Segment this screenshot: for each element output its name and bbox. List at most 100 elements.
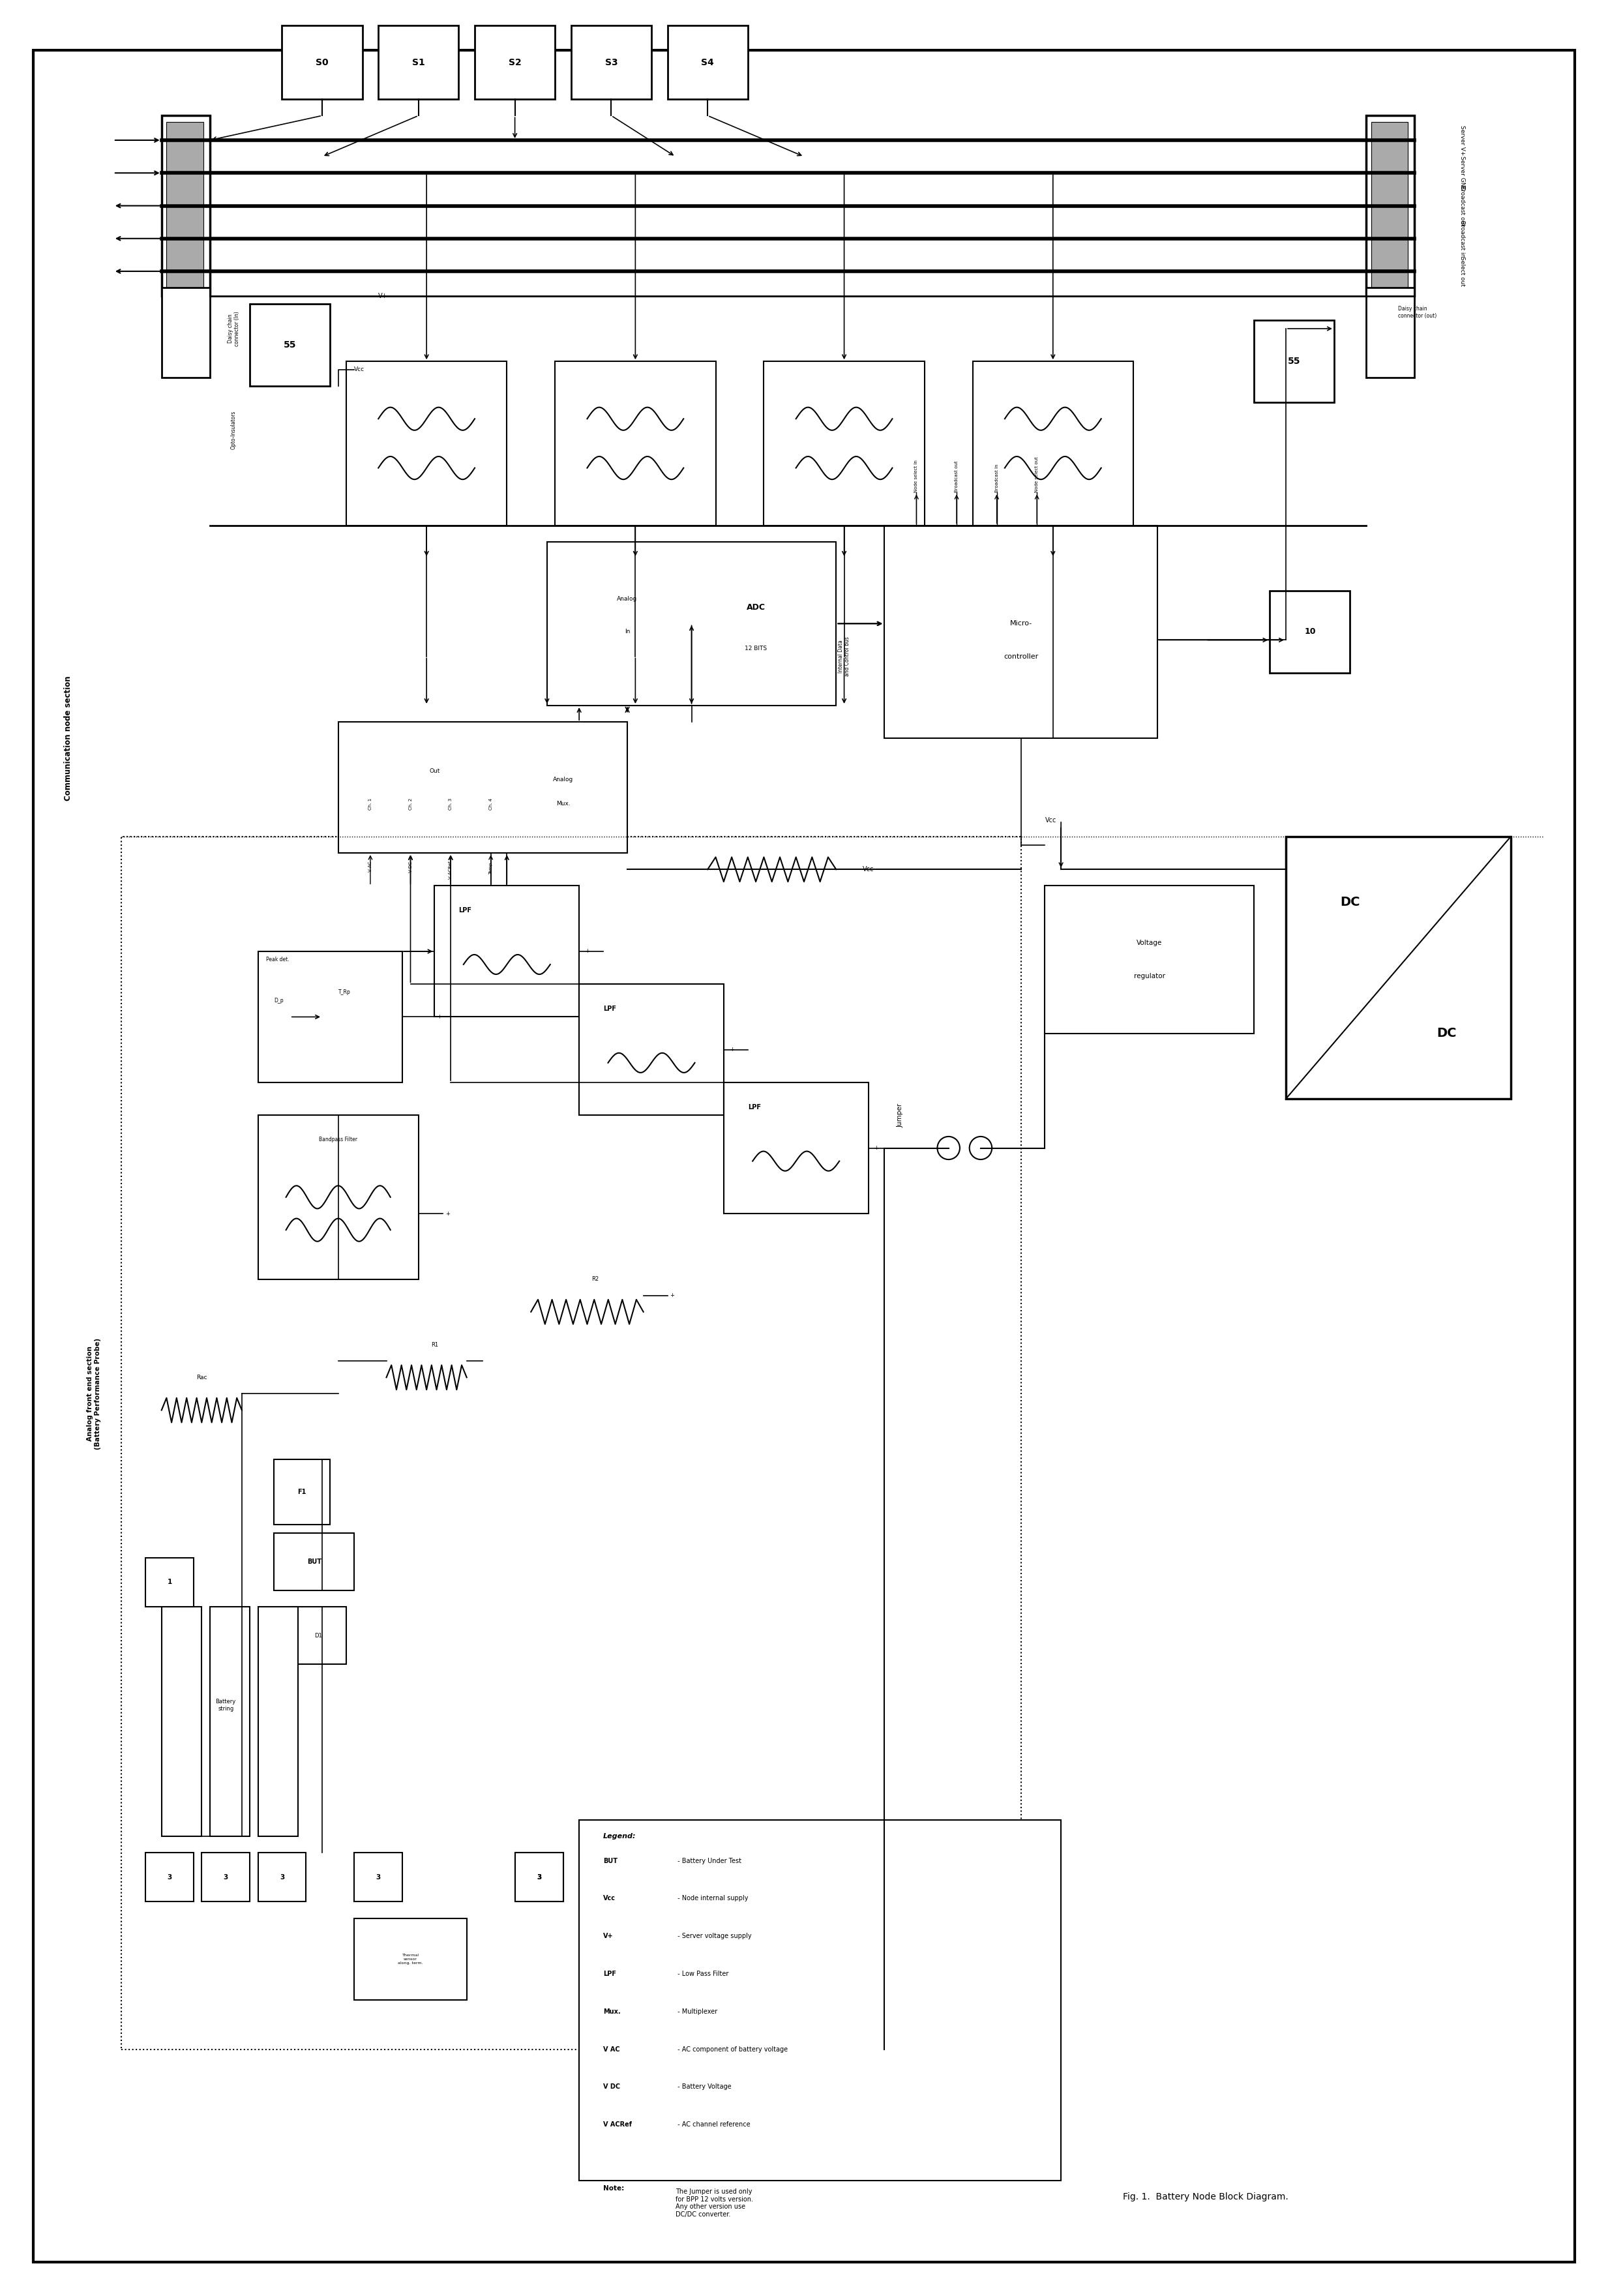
- Text: Communication node section: Communication node section: [64, 675, 72, 801]
- Text: Select out: Select out: [1460, 257, 1465, 287]
- Text: LPF: LPF: [458, 907, 471, 914]
- Text: Note:: Note:: [603, 2186, 624, 2193]
- Text: Rac: Rac: [196, 1375, 207, 1380]
- Text: BUT: BUT: [603, 1857, 617, 1864]
- Text: V DC: V DC: [603, 2085, 621, 2089]
- Bar: [515, 1853, 563, 1901]
- Text: In: In: [624, 629, 630, 634]
- Text: +: +: [730, 1047, 733, 1052]
- Text: 3: 3: [167, 1874, 172, 1880]
- Text: 3: 3: [280, 1874, 285, 1880]
- Bar: [764, 360, 925, 526]
- Bar: [1254, 321, 1335, 402]
- Text: Server V+: Server V+: [1460, 124, 1465, 156]
- Text: Mux.: Mux.: [603, 2009, 621, 2016]
- Bar: [555, 360, 716, 526]
- Bar: [161, 1607, 201, 1837]
- Bar: [281, 25, 362, 99]
- Text: controller: controller: [1003, 652, 1039, 659]
- Text: V ACRef: V ACRef: [603, 2122, 632, 2128]
- Bar: [209, 1607, 249, 1837]
- Text: T_Rp: T_Rp: [338, 990, 351, 994]
- Text: Vcc: Vcc: [862, 866, 873, 872]
- Text: Analog: Analog: [553, 776, 574, 783]
- Text: V AC: V AC: [368, 861, 373, 872]
- Bar: [161, 287, 209, 379]
- Bar: [579, 985, 724, 1116]
- Bar: [257, 951, 402, 1081]
- Text: 3: 3: [376, 1874, 381, 1880]
- Bar: [145, 1557, 193, 1607]
- Bar: [273, 1460, 330, 1525]
- Text: LPF: LPF: [748, 1104, 761, 1111]
- Text: Battery
string: Battery string: [215, 1699, 236, 1711]
- Text: 55: 55: [283, 340, 296, 349]
- Bar: [354, 1917, 466, 2000]
- Bar: [1372, 122, 1409, 289]
- Text: - Node internal supply: - Node internal supply: [675, 1894, 748, 1901]
- Text: 10: 10: [1304, 627, 1315, 636]
- Bar: [667, 25, 748, 99]
- Bar: [346, 360, 507, 526]
- Text: Voltage: Voltage: [1137, 939, 1163, 946]
- Bar: [201, 1853, 249, 1901]
- Text: +: +: [875, 1146, 878, 1150]
- Bar: [166, 122, 203, 289]
- Bar: [354, 1853, 402, 1901]
- Text: Broadcast out: Broadcast out: [955, 461, 958, 494]
- Text: Micro-: Micro-: [1010, 620, 1032, 627]
- Bar: [571, 25, 651, 99]
- Text: R2: R2: [592, 1277, 598, 1281]
- Text: Ch. 1: Ch. 1: [368, 799, 373, 810]
- Text: - Battery Under Test: - Battery Under Test: [675, 1857, 741, 1864]
- Text: Node select In: Node select In: [915, 459, 918, 494]
- Bar: [249, 303, 330, 386]
- Text: Jumper: Jumper: [897, 1102, 904, 1127]
- Text: Daisy chain
connector (out): Daisy chain connector (out): [1399, 305, 1438, 319]
- Bar: [257, 1607, 297, 1837]
- Bar: [121, 836, 1021, 2050]
- Text: V+: V+: [603, 1933, 613, 1940]
- Text: The Jumper is used only
for BPP 12 volts version.
Any other version use
DC/DC co: The Jumper is used only for BPP 12 volts…: [675, 2188, 753, 2218]
- Text: S1: S1: [412, 57, 425, 67]
- Text: +: +: [445, 1210, 450, 1217]
- Text: Internal Data
and Control bus: Internal Data and Control bus: [838, 636, 851, 677]
- Text: +: +: [585, 948, 590, 955]
- Text: LPF: LPF: [603, 1006, 616, 1013]
- Bar: [161, 115, 209, 296]
- Text: Fig. 1.  Battery Node Block Diagram.: Fig. 1. Battery Node Block Diagram.: [1122, 2193, 1288, 2202]
- Bar: [1045, 886, 1254, 1033]
- Text: Broadcast In: Broadcast In: [995, 464, 999, 494]
- Text: - AC component of battery voltage: - AC component of battery voltage: [675, 2046, 788, 2053]
- Bar: [1367, 287, 1415, 379]
- Bar: [474, 25, 555, 99]
- Text: Vcc: Vcc: [354, 367, 365, 372]
- Text: Broadcast in: Broadcast in: [1460, 220, 1465, 257]
- Text: regulator: regulator: [1134, 974, 1164, 978]
- Text: D_p: D_p: [273, 996, 283, 1003]
- Text: DC: DC: [1339, 895, 1360, 909]
- Bar: [724, 1081, 868, 1215]
- Text: DC: DC: [1436, 1026, 1457, 1040]
- Text: 3: 3: [537, 1874, 542, 1880]
- Text: Ch. 4: Ch. 4: [489, 799, 492, 810]
- Text: 55: 55: [1288, 356, 1301, 365]
- Bar: [884, 526, 1158, 739]
- Text: - Multiplexer: - Multiplexer: [675, 2009, 717, 2016]
- Text: S4: S4: [701, 57, 714, 67]
- Text: V ACRef: V ACRef: [449, 861, 452, 879]
- Text: 3: 3: [537, 1874, 542, 1880]
- Bar: [338, 721, 627, 854]
- Bar: [257, 1116, 418, 1279]
- Text: 1: 1: [167, 1580, 172, 1587]
- Bar: [145, 1853, 193, 1901]
- Bar: [378, 25, 458, 99]
- Text: Peak det.: Peak det.: [265, 957, 289, 962]
- Text: Analog: Analog: [617, 597, 637, 602]
- Text: Node select out: Node select out: [1036, 457, 1039, 494]
- Text: Mux.: Mux.: [556, 801, 571, 806]
- Text: V AC: V AC: [603, 2046, 621, 2053]
- Text: Ch. 3: Ch. 3: [449, 799, 452, 810]
- Bar: [1367, 115, 1415, 296]
- Text: R1: R1: [431, 1341, 439, 1348]
